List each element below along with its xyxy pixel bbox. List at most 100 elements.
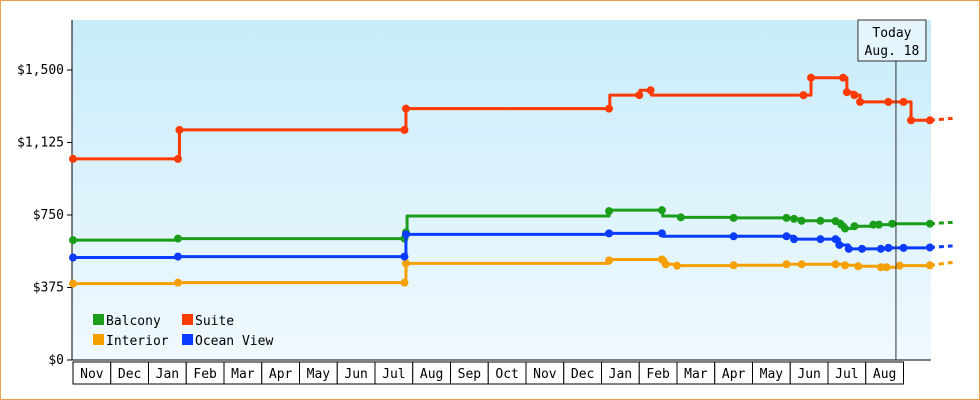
y-tick-label: $0 — [48, 353, 64, 368]
data-point — [676, 213, 685, 222]
month-label: Aug — [420, 367, 443, 382]
data-point — [401, 259, 410, 268]
data-point — [673, 261, 681, 270]
data-point — [884, 243, 893, 252]
legend-label: Balcony — [106, 314, 161, 329]
month-label: Apr — [269, 367, 293, 382]
data-point — [907, 116, 916, 125]
data-point — [400, 252, 409, 261]
data-point — [782, 260, 791, 269]
data-point — [790, 235, 799, 244]
data-point — [790, 214, 799, 223]
data-point — [173, 234, 182, 243]
month-cell — [865, 361, 904, 385]
data-point — [816, 216, 825, 225]
data-point — [69, 236, 77, 245]
data-point — [605, 256, 614, 265]
y-tick-label: $1,125 — [17, 136, 64, 151]
series-interior — [69, 255, 953, 288]
data-point — [635, 91, 644, 100]
month-label: May — [760, 367, 784, 382]
data-point — [782, 232, 791, 241]
data-point — [888, 219, 897, 228]
month-label: Apr — [722, 367, 746, 382]
month-label: Oct — [495, 367, 518, 382]
data-point — [874, 220, 883, 229]
data-point — [69, 154, 77, 163]
data-point — [854, 262, 863, 271]
data-point — [816, 235, 825, 244]
y-tick-label: $375 — [33, 281, 64, 296]
data-point — [661, 260, 670, 269]
data-point — [401, 104, 410, 113]
month-label: Jan — [609, 367, 632, 382]
series-ocean-view — [69, 229, 953, 262]
data-point — [895, 261, 904, 270]
data-point — [646, 86, 655, 95]
data-point — [782, 213, 791, 222]
data-point — [605, 229, 614, 238]
x-axis: Nov Dec Jan Feb Mar Apr May Jun Jul Aug Sep Oct Nov D… — [72, 359, 931, 385]
today-box — [857, 19, 927, 62]
data-point — [899, 243, 908, 252]
legend-label: Suite — [195, 314, 234, 329]
legend-swatch — [182, 314, 193, 325]
data-point — [799, 91, 808, 100]
legend-swatch — [182, 334, 193, 345]
data-point — [842, 88, 851, 97]
month-label: Feb — [193, 367, 217, 382]
month-label: Dec — [571, 367, 594, 382]
data-point — [605, 104, 614, 113]
month-label: Jul — [835, 367, 858, 382]
month-label: Nov — [533, 367, 557, 382]
data-point — [925, 219, 934, 228]
data-point — [835, 240, 844, 249]
month-label: Jun — [797, 367, 820, 382]
data-point — [173, 278, 182, 287]
month-label: Dec — [118, 367, 141, 382]
legend-swatch — [93, 334, 104, 345]
data-point — [69, 279, 77, 288]
month-label: Feb — [646, 367, 670, 382]
data-point — [884, 97, 893, 106]
data-point — [850, 222, 859, 231]
data-point — [839, 73, 848, 82]
data-point — [831, 235, 840, 244]
data-point — [173, 252, 182, 261]
data-point — [844, 244, 853, 253]
y-tick-label: $1,500 — [17, 63, 64, 78]
data-point — [899, 97, 908, 106]
today-label: Today — [872, 26, 911, 41]
data-point — [797, 260, 806, 269]
legend-swatch — [93, 314, 104, 325]
data-point — [882, 263, 891, 272]
data-point — [400, 125, 409, 134]
data-point — [925, 243, 934, 252]
legend-label: Ocean View — [195, 334, 273, 349]
today-marker: Today Aug. 18 — [857, 19, 927, 360]
y-tick-label: $750 — [33, 208, 64, 223]
month-label: Jan — [156, 367, 179, 382]
data-point — [657, 206, 666, 215]
data-point — [807, 73, 816, 82]
month-label: Jun — [344, 367, 367, 382]
legend: Balcony Suite Interior Ocean View — [93, 314, 273, 349]
month-label: Aug — [873, 367, 896, 382]
data-point — [400, 278, 409, 287]
data-point — [856, 97, 865, 106]
legend-label: Interior — [106, 334, 169, 349]
data-point — [729, 213, 738, 222]
series-layer — [69, 73, 953, 288]
data-point — [925, 116, 934, 125]
data-point — [797, 216, 806, 225]
month-label: Mar — [684, 367, 708, 382]
data-point — [876, 263, 885, 272]
data-point — [840, 261, 849, 270]
data-point — [840, 224, 849, 233]
today-date: Aug. 18 — [865, 44, 920, 59]
month-label: May — [307, 367, 331, 382]
month-label: Sep — [458, 367, 482, 382]
data-point — [175, 125, 184, 134]
data-point — [857, 244, 866, 253]
